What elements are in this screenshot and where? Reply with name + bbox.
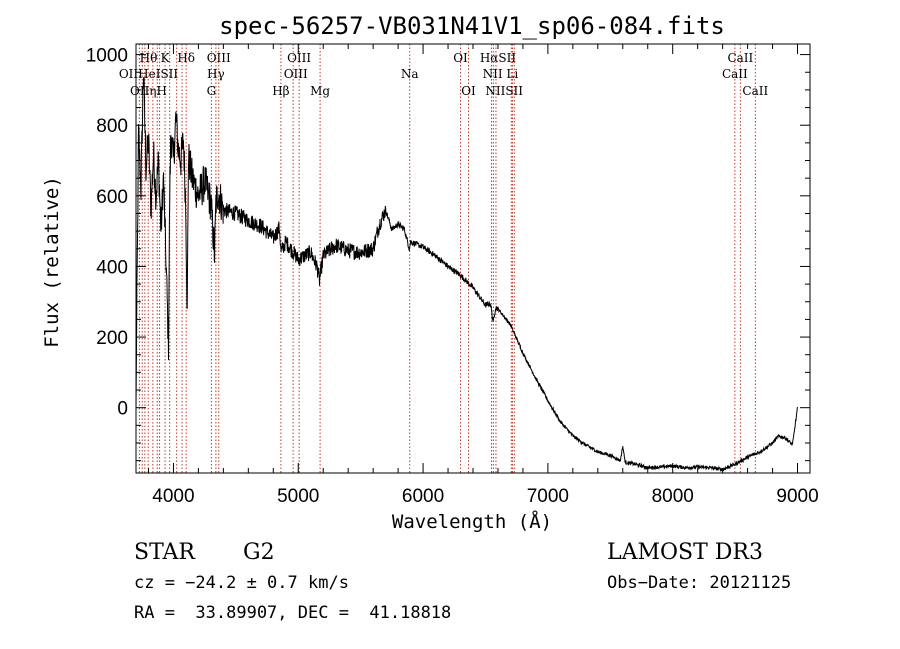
spectral-line-label: NIISII bbox=[485, 84, 523, 98]
spectral-line-label: OI bbox=[461, 84, 476, 98]
spectrum-line bbox=[135, 77, 798, 472]
spectral-line-label: Hθ bbox=[140, 51, 158, 65]
spectral-line-label: HαSII bbox=[480, 51, 517, 65]
spectral-line-label: OIIHeISII bbox=[119, 67, 179, 81]
survey-name: LAMOST DR3 bbox=[607, 540, 763, 565]
spectral-line-label: K bbox=[161, 51, 171, 65]
y-tick-label: 400 bbox=[96, 257, 128, 278]
axes: 4000 5000 6000 7000 8000 9000 0 200 400 600 800 100… bbox=[86, 43, 819, 507]
spectral-line-label: Hγ bbox=[207, 67, 225, 81]
redshift-cz: cz = −24.2 ± 0.7 km/s bbox=[134, 573, 349, 593]
x-tick-label: 4000 bbox=[152, 486, 194, 507]
spectral-line-label: Hβ bbox=[272, 84, 289, 98]
y-tick-label: 0 bbox=[117, 399, 128, 420]
x-axis-label: Wavelength (Å) bbox=[392, 510, 552, 533]
spectral-line-label: OIII bbox=[207, 51, 231, 65]
marker-lines bbox=[138, 44, 756, 473]
x-tick-label: 7000 bbox=[527, 486, 569, 507]
spectrum-series bbox=[135, 77, 798, 472]
y-tick-label: 200 bbox=[96, 328, 128, 349]
x-tick-label: 6000 bbox=[402, 486, 444, 507]
observation-date: Obs−Date: 20121125 bbox=[607, 573, 792, 593]
coordinates: RA = 33.89907, DEC = 41.18818 bbox=[134, 603, 452, 623]
y-axis-label: Flux (relative) bbox=[41, 176, 63, 348]
spectral-line-label: CaII bbox=[727, 51, 753, 65]
spectral-line-label: Na bbox=[401, 67, 419, 81]
y-tick-label: 600 bbox=[96, 187, 128, 208]
plot-frame bbox=[135, 43, 811, 474]
spectral-line-label: G bbox=[207, 84, 217, 98]
spectral-line-label: CaII bbox=[722, 67, 748, 81]
y-tick-label: 800 bbox=[96, 116, 128, 137]
x-tick-label: 8000 bbox=[652, 486, 694, 507]
chart-title: spec-56257-VB031N41V1_sp06-084.fits bbox=[219, 12, 725, 40]
spectral-line-label: Mg bbox=[310, 84, 330, 98]
spectral-line-label: CaII bbox=[742, 84, 768, 98]
object-subclass: G2 bbox=[243, 540, 275, 565]
object-class: STAR bbox=[134, 540, 195, 565]
spectral-line-label: OIII bbox=[287, 51, 311, 65]
spectral-line-label: OI bbox=[453, 51, 468, 65]
y-tick-label: 1000 bbox=[86, 46, 128, 67]
spectral-line-label: OIIηH bbox=[130, 84, 167, 98]
spectral-line-label: NII Li bbox=[483, 67, 519, 81]
line-labels: Hθ K Hδ OIII OIII OI HαSII CaII OIIHeISII Hγ OIII N… bbox=[119, 51, 769, 98]
x-tick-label: 5000 bbox=[277, 486, 319, 507]
x-tick-label: 9000 bbox=[776, 486, 818, 507]
spectral-line-label: OIII bbox=[284, 67, 308, 81]
spectral-line-label: Hδ bbox=[177, 51, 195, 65]
